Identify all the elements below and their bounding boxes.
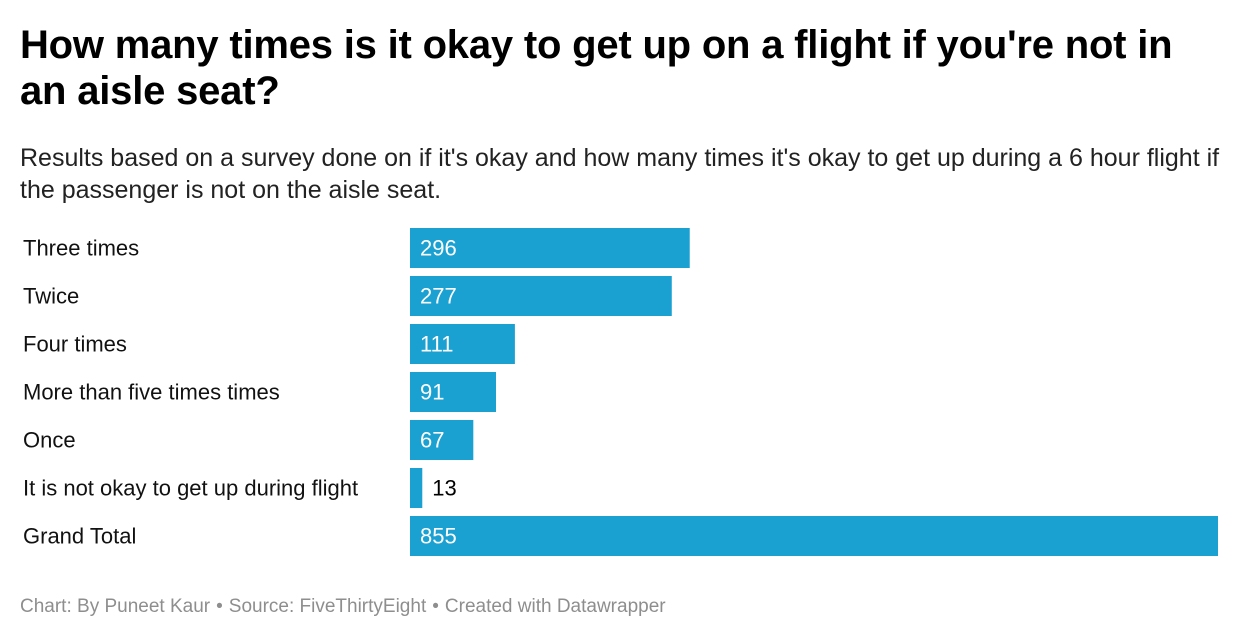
bar — [410, 324, 515, 364]
bar — [410, 468, 423, 508]
category-label: It is not okay to get up during flight — [23, 476, 358, 501]
category-label: Grand Total — [23, 524, 136, 549]
chart-subtitle: Results based on a survey done on if it'… — [20, 144, 1220, 204]
category-label: Twice — [23, 284, 79, 309]
value-label: 111 — [420, 332, 453, 357]
footer-source: Source: FiveThirtyEight — [228, 596, 427, 617]
value-label: 67 — [420, 428, 444, 453]
bar-chart: Three times 296 Twice 277 Four times 111 More … — [23, 228, 1218, 556]
value-label: 296 — [420, 236, 457, 261]
value-label: 91 — [420, 380, 444, 405]
value-label: 277 — [420, 284, 457, 309]
category-label: More than five times times — [23, 380, 280, 405]
value-label: 855 — [420, 524, 457, 549]
bar — [410, 372, 496, 412]
category-label: Three times — [23, 236, 139, 261]
chart-footer: Chart: By Puneet Kaur • Source: FiveThirty… — [20, 596, 666, 618]
value-label: 13 — [432, 476, 456, 501]
bar — [410, 420, 474, 460]
footer-created-with: Created with Datawrapper — [444, 596, 666, 617]
bar — [410, 276, 672, 316]
footer-credit: Chart: By Puneet Kaur — [20, 596, 211, 617]
footer-separator: • — [216, 596, 223, 617]
bar — [410, 516, 1218, 556]
bar — [410, 228, 690, 268]
chart-title: How many times is it okay to get up on a… — [20, 23, 1173, 113]
category-label: Once — [23, 428, 76, 453]
category-label: Four times — [23, 332, 127, 357]
footer-separator: • — [432, 596, 439, 617]
